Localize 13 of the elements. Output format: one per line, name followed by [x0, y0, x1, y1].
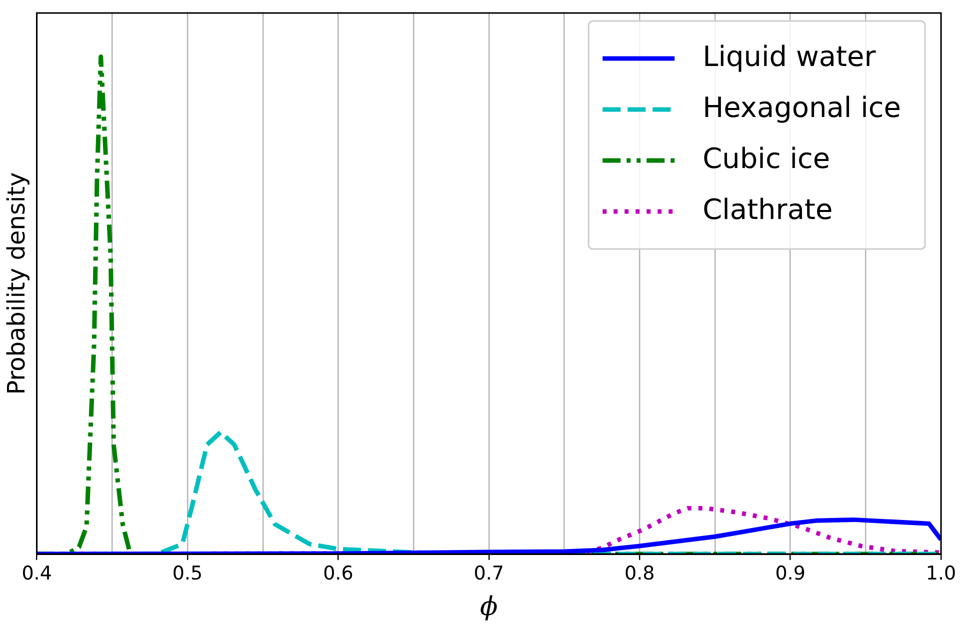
legend-label: Liquid water [702, 40, 876, 73]
x-tick-label: 0.5 [172, 562, 203, 584]
x-tick-label: 0.7 [474, 562, 504, 584]
x-tick-label: 1.0 [926, 562, 956, 584]
legend-label: Clathrate [702, 192, 833, 226]
x-tick-label: 0.6 [323, 562, 354, 584]
x-tick-label: 0.4 [22, 562, 52, 584]
x-tick-label: 0.8 [624, 562, 655, 584]
legend-label: Cubic ice [702, 142, 830, 175]
x-axis-title: ϕ [480, 592, 498, 622]
y-axis-title: Probability density [2, 172, 31, 395]
x-tick-label: 0.9 [775, 562, 806, 584]
legend-label: Hexagonal ice [702, 90, 901, 124]
